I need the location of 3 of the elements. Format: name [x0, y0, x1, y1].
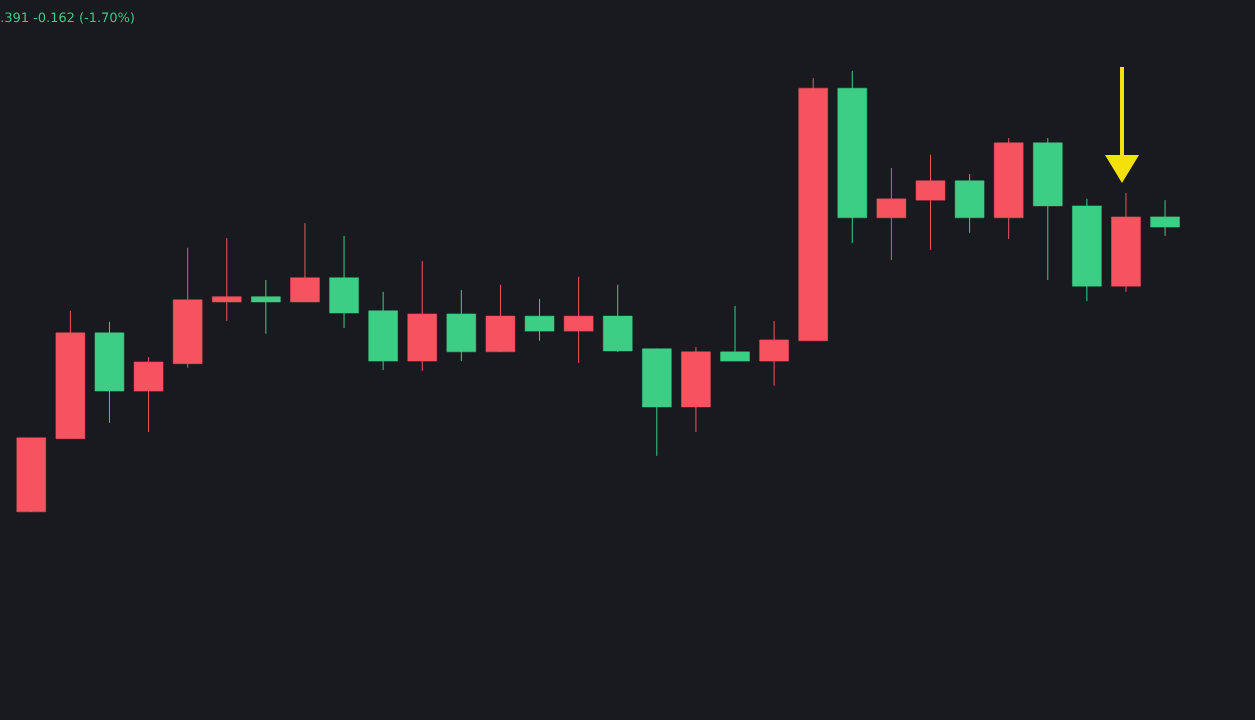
- text: .391 -0.162 (-1.70%): [1, 12, 134, 24]
- candlestick: [212, 237, 242, 322]
- candlestick: [251, 279, 281, 335]
